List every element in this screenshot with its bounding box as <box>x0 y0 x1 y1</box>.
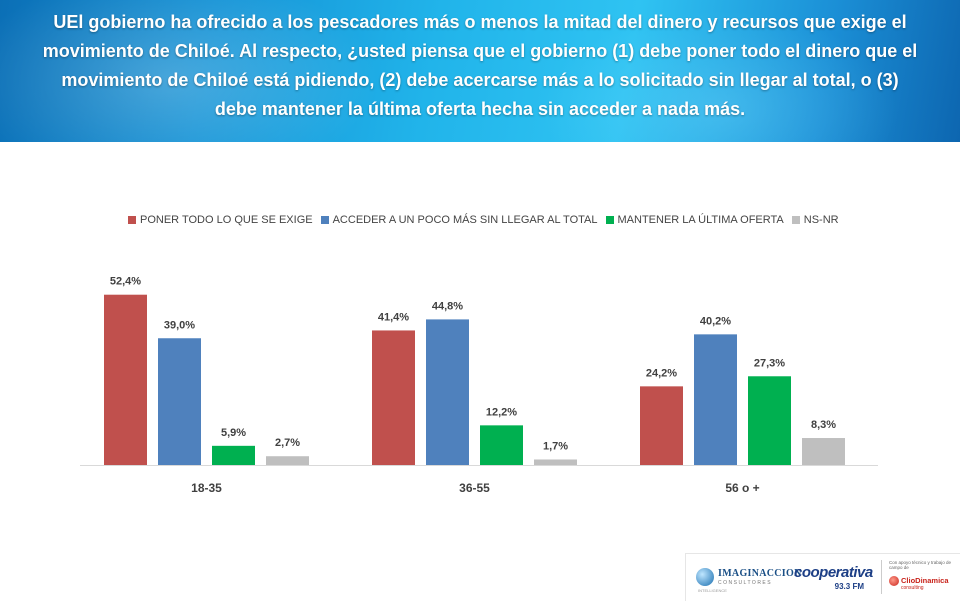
imaginaccion-logo: IMAGINACCION CONSULTORES INTELLIGENCE <box>696 566 801 593</box>
chart-canvas: 52,4% 41,4% 24,2% 39,0% 44,8% 40,2% 5,9% 12,2% 2… <box>80 276 878 495</box>
data-label: 52,4% <box>110 276 141 288</box>
data-label: 39,0% <box>164 319 195 331</box>
bar <box>426 319 469 465</box>
legend-swatch <box>791 216 800 224</box>
data-label: 44,8% <box>432 300 463 312</box>
logo-divider <box>881 560 882 594</box>
legend-item: NS-NR <box>791 214 839 226</box>
imaginaccion-name: IMAGINACCION <box>718 568 802 579</box>
legend-label: ACCEDER A UN POCO MÁS SIN LLEGAR AL TOTA… <box>332 214 598 226</box>
cliodinamica-intro: Con apoyo técnico y trabajo de campo de <box>889 560 952 570</box>
legend-label: PONER TODO LO QUE SE EXIGE <box>140 214 313 226</box>
globe-icon <box>696 568 714 586</box>
bar <box>480 425 523 465</box>
grouped-bar-chart: 52,4% 41,4% 24,2% 39,0% 44,8% 40,2% 5,9% 12,2% 2… <box>0 142 960 552</box>
legend-item: MANTENER LA ÚLTIMA OFERTA <box>605 214 784 226</box>
imaginaccion-subtitle: CONSULTORES <box>718 580 773 586</box>
cliodinamica-logo: Con apoyo técnico y trabajo de campo de … <box>889 560 957 596</box>
bar <box>372 330 415 465</box>
imaginaccion-tagline: INTELLIGENCE <box>698 588 727 593</box>
chart-legend: PONER TODO LO QUE SE EXIGE ACCEDER A UN P… <box>128 214 847 226</box>
bar <box>694 334 737 465</box>
data-label: 41,4% <box>378 311 409 323</box>
survey-question: UEl gobierno ha ofrecido a los pescadore… <box>42 12 918 119</box>
data-label: 12,2% <box>486 406 517 418</box>
header-banner: UEl gobierno ha ofrecido a los pescadore… <box>0 0 960 142</box>
cooperativa-name: cooperativa <box>794 564 873 581</box>
sponsor-logos: IMAGINACCION CONSULTORES INTELLIGENCE co… <box>685 553 960 601</box>
data-label: 40,2% <box>700 315 731 327</box>
legend-item: PONER TODO LO QUE SE EXIGE <box>128 214 313 226</box>
bar <box>212 445 255 465</box>
cooperativa-frequency: 93.3 FM <box>834 582 864 591</box>
data-label: 24,2% <box>646 367 677 379</box>
bar <box>104 294 147 465</box>
legend-item: ACCEDER A UN POCO MÁS SIN LLEGAR AL TOTA… <box>320 214 598 226</box>
legend-label: MANTENER LA ÚLTIMA OFERTA <box>617 214 784 226</box>
category-label: 36-55 <box>459 481 490 495</box>
cooperativa-logo: cooperativa 93.3 FM <box>794 564 873 592</box>
cliodinamica-name: ClioDinamica <box>901 576 949 585</box>
cliodinamica-mark-icon <box>889 576 899 586</box>
legend-swatch <box>605 216 614 224</box>
legend-label: NS-NR <box>803 214 839 226</box>
bar <box>266 456 309 465</box>
cliodinamica-subtitle: consulting <box>901 585 924 591</box>
bar <box>534 459 577 465</box>
category-label: 56 o + <box>725 481 759 495</box>
bar <box>802 438 845 465</box>
data-label: 2,7% <box>275 437 300 449</box>
legend-swatch <box>320 216 329 224</box>
data-label: 8,3% <box>811 419 836 431</box>
data-label: 1,7% <box>543 440 568 452</box>
data-label: 5,9% <box>221 427 246 439</box>
legend-swatch <box>128 216 136 224</box>
bar <box>640 386 683 465</box>
data-label: 27,3% <box>754 357 785 369</box>
bar <box>158 338 201 465</box>
bar <box>748 376 791 465</box>
category-label: 18-35 <box>191 481 222 495</box>
